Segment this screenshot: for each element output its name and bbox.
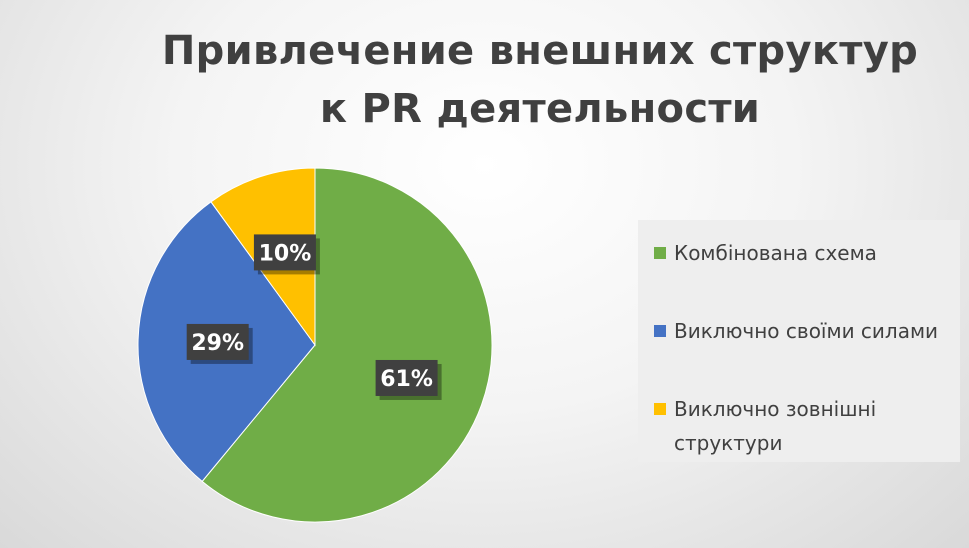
data-label-box <box>375 359 438 396</box>
legend-swatch <box>654 247 666 259</box>
legend-entry-1: Комбінована схема <box>654 236 954 270</box>
legend-label: Комбінована схема <box>674 241 877 265</box>
legend: Комбінована схема Виключно своїми силами В… <box>638 220 960 462</box>
pie-slice-1 <box>201 167 493 523</box>
data-label-value: 29% <box>191 331 244 356</box>
data-label-1: 61% <box>375 359 442 400</box>
legend-swatch <box>654 325 666 337</box>
data-label-box <box>253 234 316 271</box>
chart-title: Привлечение внешних структур к PR деятел… <box>161 28 919 132</box>
data-label-value: 10% <box>259 241 312 266</box>
legend-entry-2: Виключно своїми силами <box>654 314 954 348</box>
legend-swatch <box>654 403 666 415</box>
data-label-2: 29% <box>186 323 253 364</box>
data-label-3: 10% <box>253 234 320 275</box>
legend-entry-3: Виключно зовнішні структури <box>654 392 954 460</box>
data-label-value: 61% <box>380 367 433 392</box>
legend-label: Виключно зовнішні структури <box>674 397 877 455</box>
data-label-box <box>186 323 249 360</box>
legend-label: Виключно своїми силами <box>674 319 939 343</box>
